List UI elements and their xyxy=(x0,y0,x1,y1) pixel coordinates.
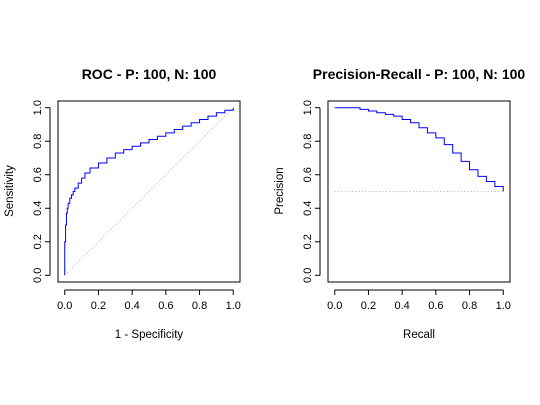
pr-x-tick-label: 0.4 xyxy=(394,300,409,312)
roc-x-tick-label: 0.8 xyxy=(192,300,207,312)
pr-y-tick-label: 0.0 xyxy=(302,268,314,283)
pr-x-axis-label: Recall xyxy=(403,329,435,341)
roc-chart-title: ROC - P: 100, N: 100 xyxy=(82,66,217,82)
pr-y-tick-label: 0.6 xyxy=(302,167,314,182)
roc-y-tick-label: 0.4 xyxy=(32,201,44,216)
pr-y-tick-label: 0.2 xyxy=(302,234,314,249)
pr-series-line xyxy=(334,107,504,192)
roc-y-tick-label: 1.0 xyxy=(32,100,44,115)
pr-x-tick-label: 1.0 xyxy=(496,300,511,312)
roc-x-tick-label: 0.6 xyxy=(158,300,173,312)
roc-x-axis-label: 1 - Specificity xyxy=(115,329,184,341)
roc-x-tick-label: 0.4 xyxy=(124,300,139,312)
roc-series-line xyxy=(64,107,234,276)
roc-x-tick-label: 0.0 xyxy=(57,300,72,312)
roc-y-tick-label: 0.2 xyxy=(32,234,44,249)
pr-x-tick-label: 0.2 xyxy=(361,300,376,312)
roc-y-tick-label: 0.0 xyxy=(32,268,44,283)
pr-plot-frame xyxy=(327,100,511,283)
pr-panel: Precision-Recall - P: 100, N: 100 Recall… xyxy=(274,66,525,341)
pr-y-tick-label: 1.0 xyxy=(302,100,314,115)
pr-y-axis-label: Precision xyxy=(274,167,286,214)
pr-chart-title: Precision-Recall - P: 100, N: 100 xyxy=(313,66,526,82)
pr-x-tick-label: 0.6 xyxy=(428,300,443,312)
roc-panel: ROC - P: 100, N: 100 1 - Specificity Sen… xyxy=(4,66,241,341)
pr-y-tick-label: 0.8 xyxy=(302,134,314,149)
roc-y-tick-label: 0.6 xyxy=(32,167,44,182)
roc-y-axis-label: Sensitivity xyxy=(4,165,16,217)
roc-plot-frame xyxy=(57,100,241,283)
pr-x-tick-label: 0.0 xyxy=(327,300,342,312)
roc-reference-line xyxy=(64,107,234,276)
roc-x-tick-label: 1.0 xyxy=(226,300,241,312)
pr-x-tick-label: 0.8 xyxy=(462,300,477,312)
pr-y-tick-label: 0.4 xyxy=(302,201,314,216)
roc-x-tick-label: 0.2 xyxy=(91,300,106,312)
roc-y-tick-label: 0.8 xyxy=(32,134,44,149)
